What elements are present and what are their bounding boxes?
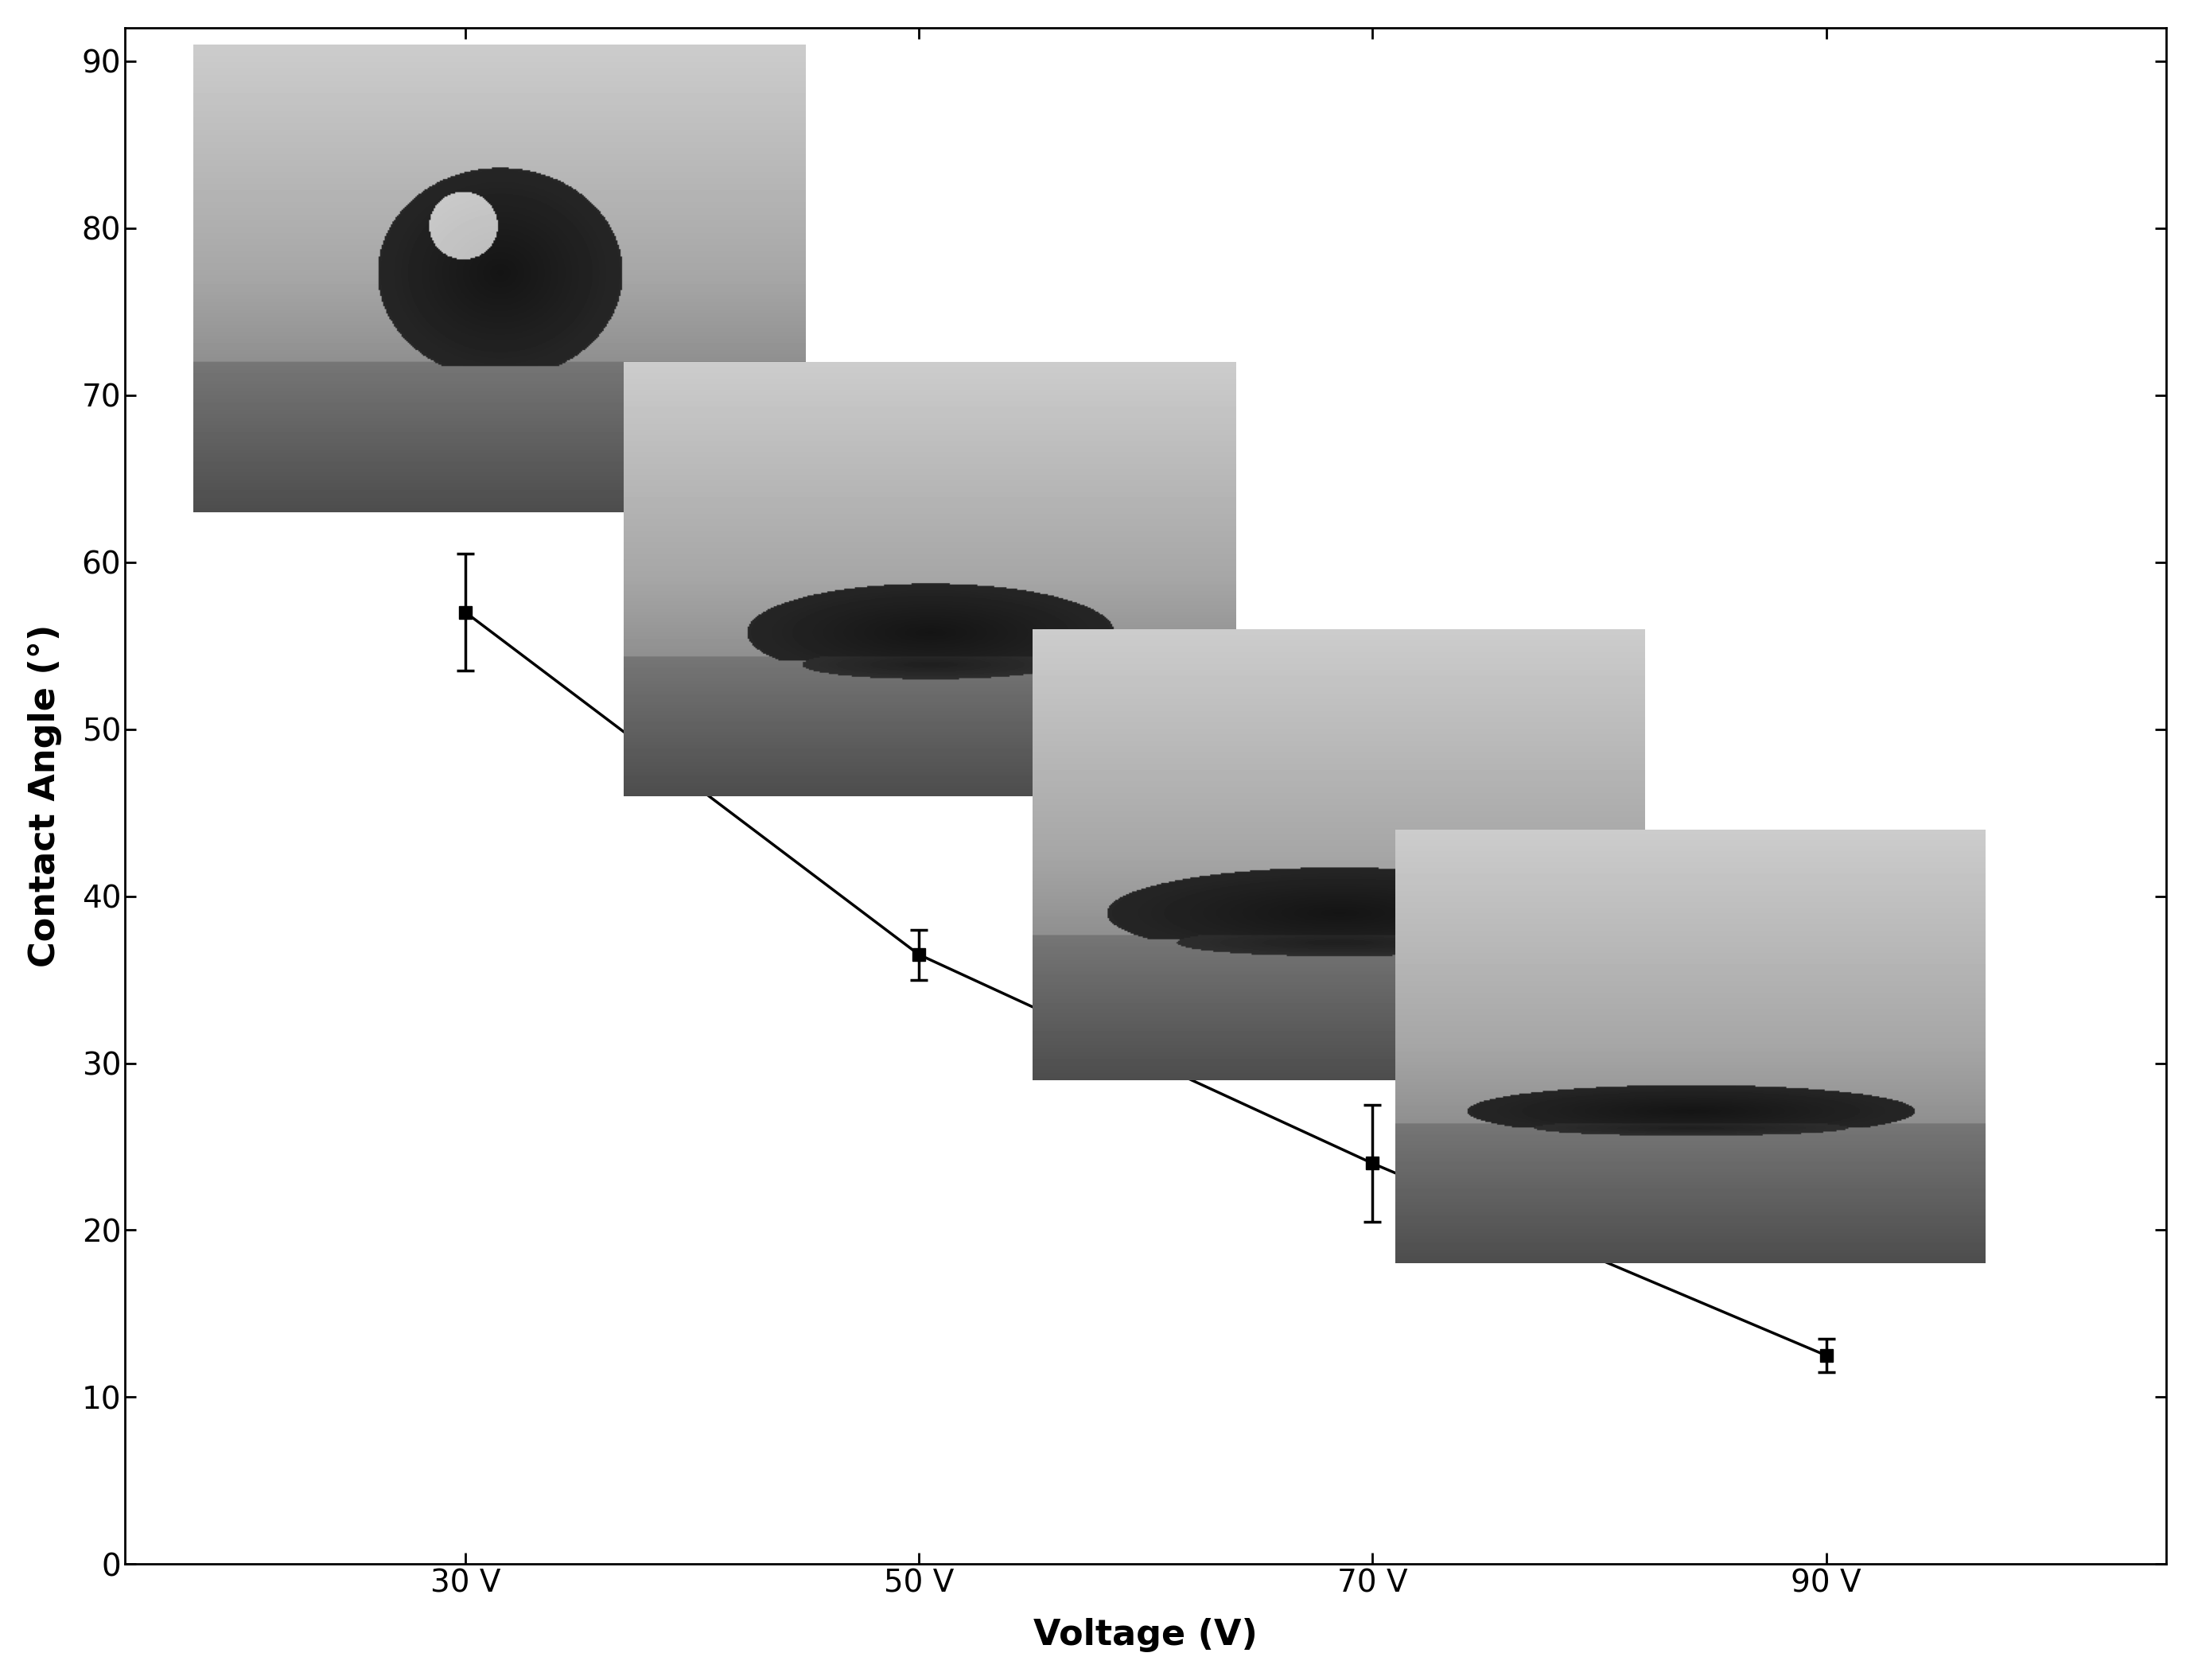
X-axis label: Voltage (V): Voltage (V) [1033,1618,1257,1653]
Y-axis label: Contact Angle (°): Contact Angle (°) [29,625,61,968]
